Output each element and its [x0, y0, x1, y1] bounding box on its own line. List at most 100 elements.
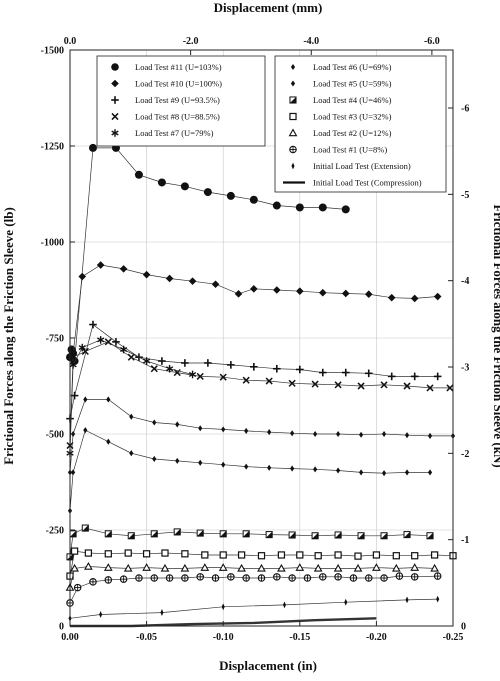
data-point	[380, 381, 388, 389]
data-point	[160, 563, 170, 572]
series-9	[66, 547, 457, 580]
legend-label: Initial Load Test (Extension)	[313, 161, 411, 171]
data-point	[221, 603, 225, 611]
series-3	[66, 320, 442, 423]
data-point	[84, 549, 93, 557]
data-point	[273, 286, 281, 294]
data-point	[410, 294, 419, 303]
data-point	[267, 464, 272, 471]
axes: 0.00 -0.05 -0.10 -0.15 -0.20 -0.25 0.0 -2.0 -4.0…	[41, 36, 470, 643]
y2-tick-label: -5	[461, 190, 469, 201]
data-point	[288, 531, 296, 539]
data-point	[242, 574, 250, 582]
series-line	[69, 429, 430, 511]
data-point	[196, 529, 204, 537]
data-point	[357, 382, 365, 390]
data-point	[150, 365, 158, 373]
y2-tick-label: 0	[461, 622, 466, 633]
data-point	[295, 563, 305, 571]
x2-tick-label: -4.0	[303, 36, 319, 47]
legend-entry-8: Load Test #4 (U=46%)	[289, 95, 392, 105]
data-point	[88, 143, 97, 152]
data-point	[333, 563, 343, 572]
data-point	[181, 550, 189, 558]
x-tick-label: -0.10	[213, 632, 234, 643]
data-point	[127, 532, 135, 540]
data-point	[119, 575, 128, 583]
y-tick-label: -750	[46, 334, 64, 345]
data-point	[70, 563, 79, 572]
data-point	[142, 357, 151, 365]
data-point	[372, 551, 381, 559]
legend-entry-13: Initial Load Test (Compression)	[283, 178, 422, 188]
data-point	[106, 396, 111, 403]
data-point	[234, 290, 243, 298]
data-point	[290, 430, 295, 437]
x-tick-label: -0.15	[289, 632, 310, 643]
data-point	[142, 563, 151, 571]
data-point	[201, 551, 209, 559]
data-point	[354, 552, 362, 560]
x2-tick-label: -2.0	[183, 36, 199, 47]
data-point	[135, 574, 143, 582]
data-point	[387, 372, 396, 381]
data-point	[81, 524, 89, 532]
data-point	[119, 265, 128, 273]
data-point	[69, 361, 77, 369]
data-point	[96, 261, 105, 269]
series-6	[67, 396, 456, 476]
data-point	[180, 182, 189, 191]
data-point	[242, 530, 250, 538]
data-point	[341, 205, 350, 214]
legend-label: Load Test #2 (U=12%)	[313, 128, 392, 138]
data-point	[336, 430, 341, 438]
y2-tick-label: -2	[461, 449, 469, 460]
data-point	[318, 288, 327, 297]
data-point	[436, 595, 440, 603]
data-point	[265, 531, 273, 539]
legend-label: Load Test #1 (U=8%)	[313, 145, 387, 155]
y2-axis-title: Frictional Forces along the Friction Sle…	[491, 204, 500, 467]
x2-tick-label: 0.0	[64, 36, 77, 47]
data-point	[69, 349, 77, 358]
legend-entry-6: Load Test #6 (U=69%)	[290, 62, 392, 72]
series-line	[69, 339, 193, 454]
data-point	[219, 551, 227, 559]
data-point	[334, 551, 342, 559]
data-point	[311, 380, 319, 388]
data-point	[165, 574, 174, 582]
data-point	[380, 574, 388, 582]
data-point	[277, 563, 286, 572]
y2-tick-label: -3	[461, 363, 469, 374]
data-point	[403, 382, 411, 390]
series-12	[68, 595, 440, 622]
data-point	[211, 574, 220, 582]
data-point	[198, 459, 203, 466]
legend-box-right	[274, 55, 447, 193]
data-point	[303, 574, 312, 582]
legend-entry-4: Load Test #8 (U=88.5%)	[111, 112, 220, 122]
data-point	[334, 573, 342, 581]
data-point	[78, 343, 86, 352]
x-axis-title: Displacement (in)	[219, 658, 317, 673]
y-tick-label: -1500	[41, 46, 64, 57]
data-point	[96, 336, 105, 344]
series-7	[67, 427, 433, 514]
series-2	[66, 261, 442, 361]
data-point	[204, 359, 212, 367]
data-point	[341, 368, 350, 377]
series-4	[66, 338, 454, 450]
data-point	[318, 368, 327, 377]
data-point	[387, 293, 396, 302]
data-point	[142, 270, 151, 279]
data-point	[296, 365, 304, 374]
data-point	[427, 432, 433, 439]
data-point	[257, 574, 266, 582]
data-point	[244, 427, 249, 434]
data-point	[392, 552, 400, 560]
data-point	[288, 379, 296, 387]
data-point	[381, 470, 387, 477]
data-point	[282, 601, 286, 609]
data-point	[165, 364, 174, 373]
data-point	[313, 466, 318, 473]
